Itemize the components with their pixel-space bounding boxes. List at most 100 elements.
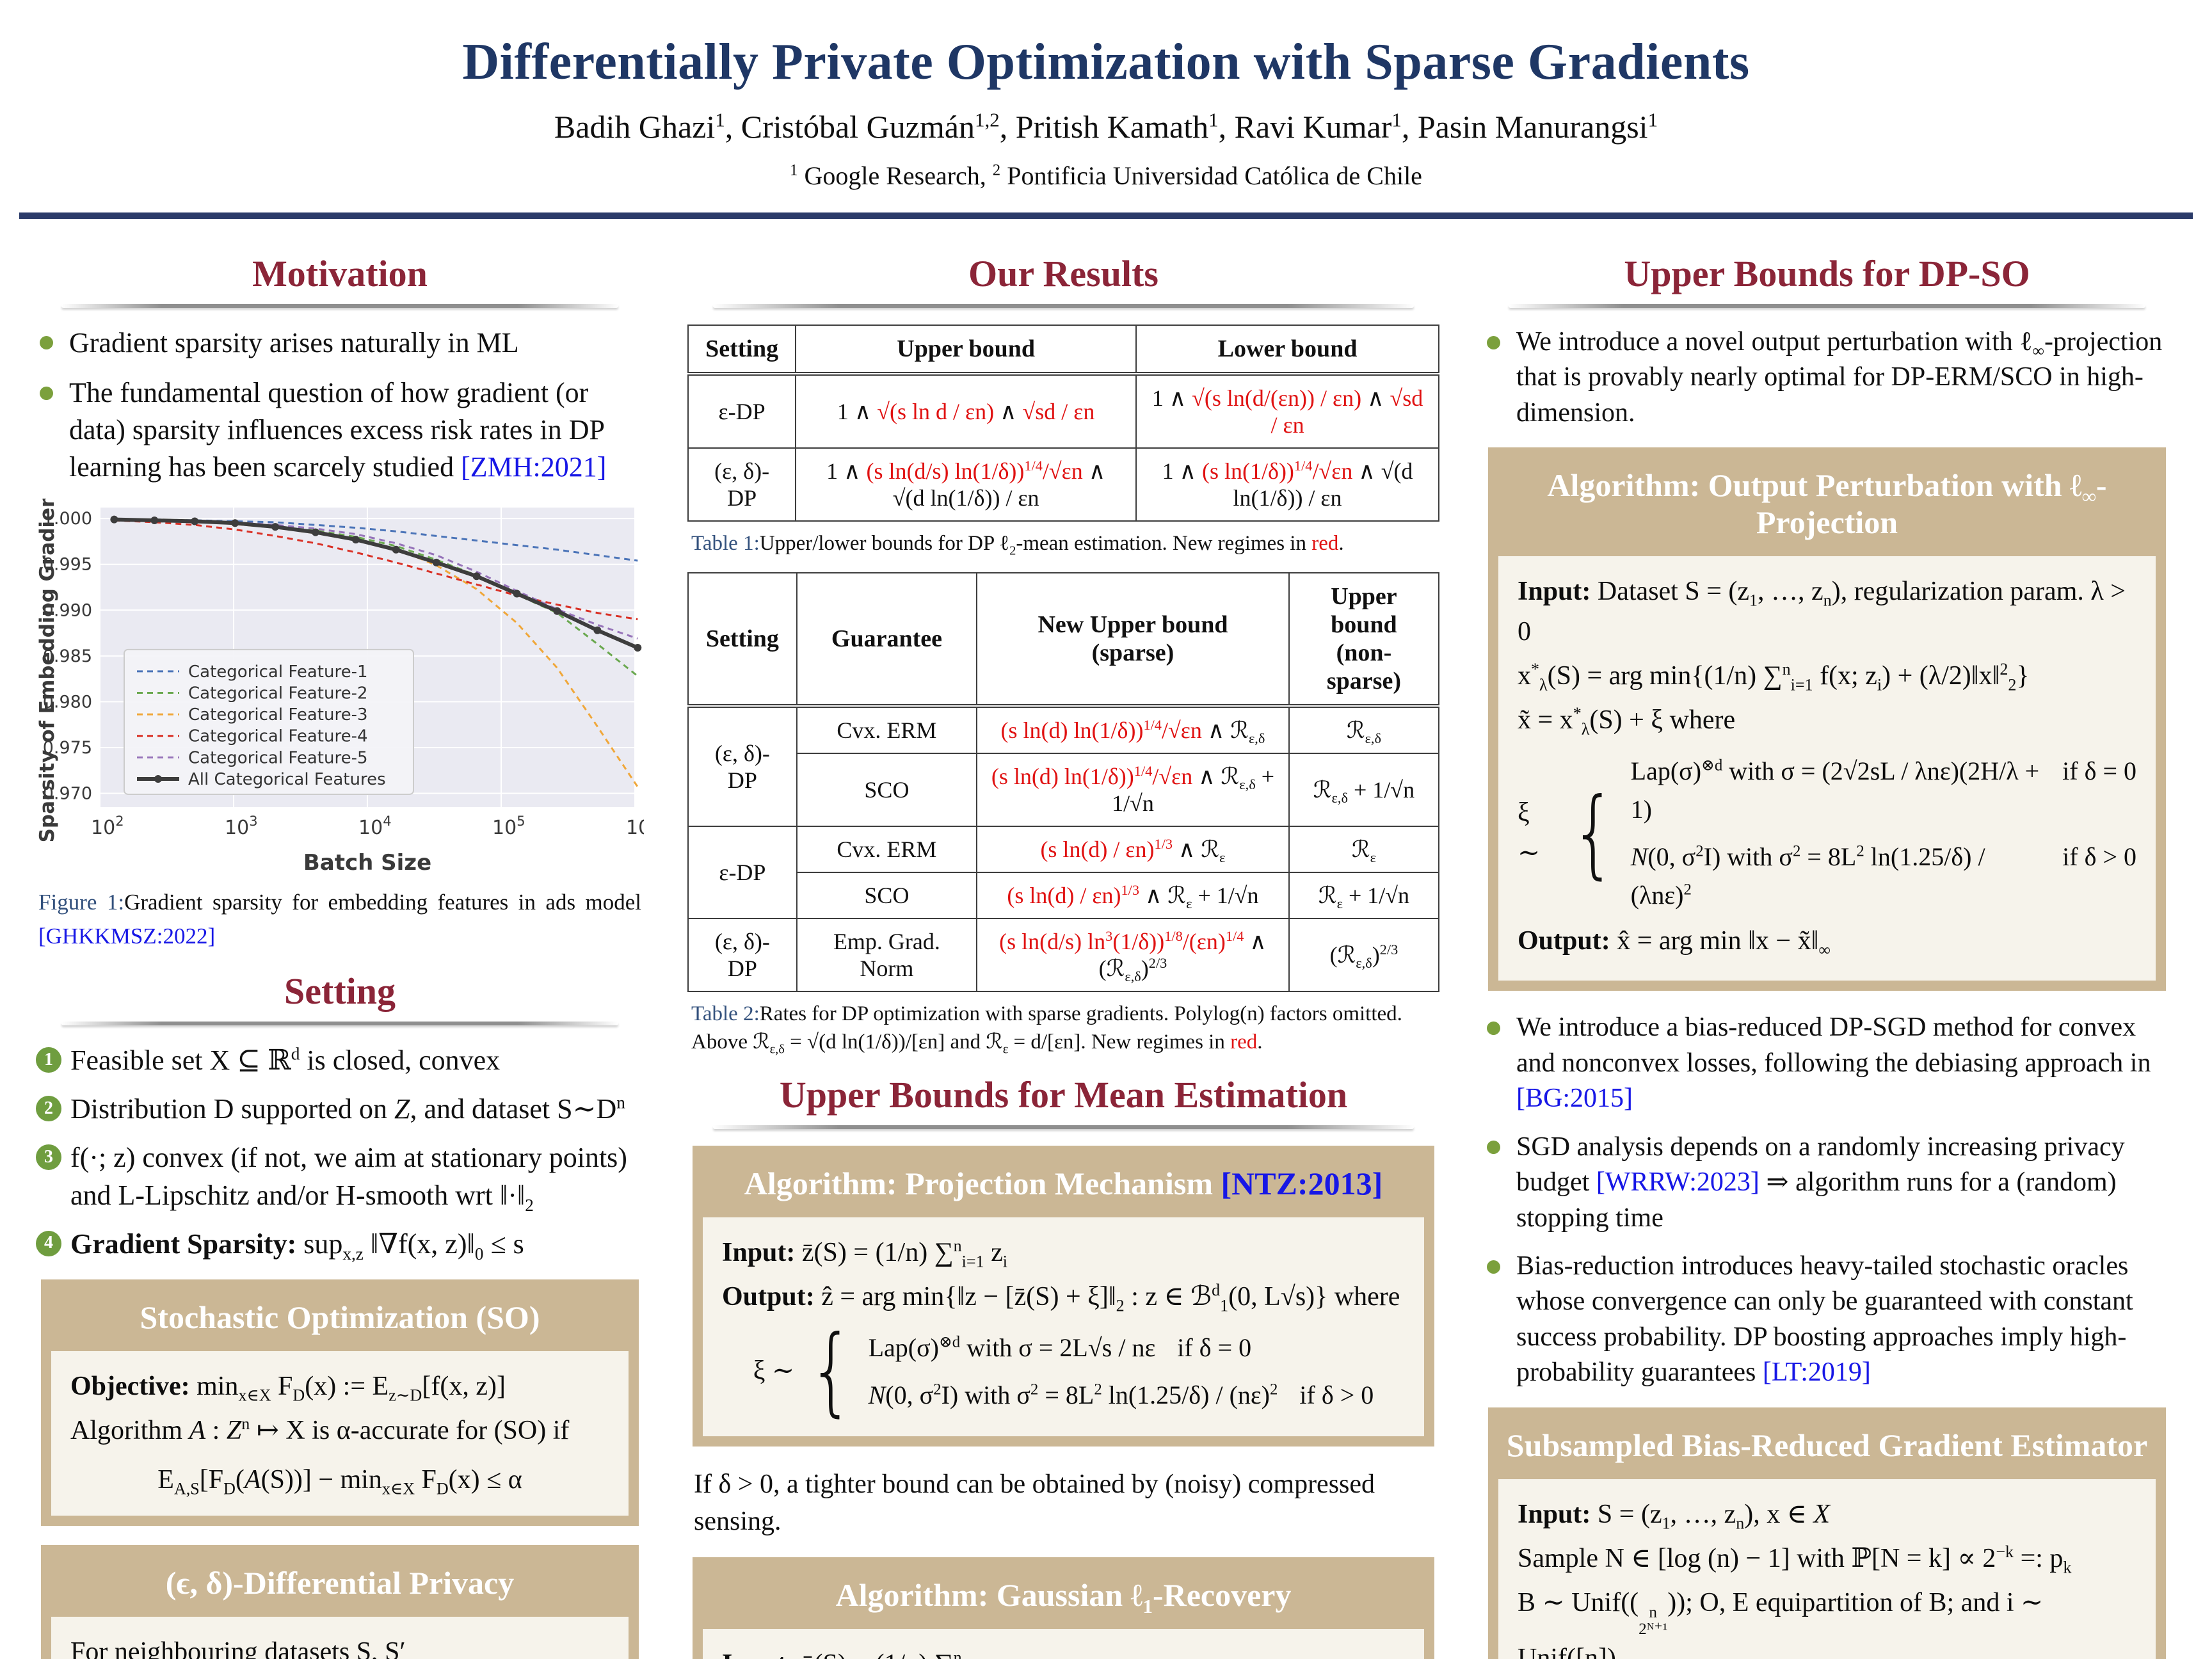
authors-line: Badih Ghazi1, Cristóbal Guzmán1,2, Priti…	[554, 108, 1658, 145]
table1-setting-cell: ε-DP	[687, 373, 797, 449]
table-row: (ε, δ)-DP Emp. Grad. Norm (s ln(d/s) ln3…	[687, 917, 1440, 992]
mean-estimation-heading: Upper Bounds for Mean Estimation	[779, 1073, 1348, 1116]
svg-text:Categorical Feature-3: Categorical Feature-3	[188, 705, 368, 725]
figure1-block: 0.970 0.975 0.980 0.985 0.990 0.995 1.000 102 10…	[36, 472, 659, 953]
setting-text: Feasible set X ⊆ ℝd is closed, convex	[70, 1044, 501, 1077]
svg-text:0.995: 0.995	[43, 555, 92, 575]
case-row: Lap(σ)⊗d with σ = 2L√s / nε if δ = 0	[869, 1329, 1374, 1367]
gaussian-input: Input: z̄(S) = (1/n) ∑ni=1 zi	[722, 1648, 1003, 1659]
columns: Motivation Gradient sparsity arises natu…	[0, 219, 2212, 1659]
bullet-icon	[40, 336, 53, 350]
sub-unif: B ∼ Unif((n 2ᴺ⁺¹)); O, E equipartition of…	[1518, 1587, 2044, 1659]
table2-nonsparse-cell: ℛε,δ + 1/√n	[1288, 752, 1440, 827]
sub-sample: Sample N ∈ [log (n) − 1] with ℙ[N = k] ∝…	[1518, 1542, 2072, 1577]
table-row: SCO (s ln(d) ln(1/δ))1/4/√εn ∧ ℛε,δ + 1/…	[688, 752, 1440, 827]
cases-brace-icon: {	[1571, 777, 1617, 889]
table2-guarantee-cell: SCO	[796, 752, 978, 827]
table2-sparse-cell: (s ln(d) / εn)1/3 ∧ ℛε + 1/√n	[976, 871, 1290, 919]
table2-nonsparse-cell: (ℛε,δ)2/3	[1288, 917, 1440, 992]
op-cases: ξ ∼ { Lap(σ)⊗d with σ = (2√2sL / λnε)(2H…	[1518, 752, 2136, 915]
table1-upper-cell: 1 ∧ (s ln(d/s) ln(1/δ))1/4/√εn ∧ √(d ln(…	[795, 447, 1137, 522]
list-item: 3 f(·; z) convex (if not, we aim at stati…	[36, 1139, 644, 1214]
table2: Setting Guarantee New Upper bound (spars…	[687, 572, 1440, 992]
svg-text:Batch Size: Batch Size	[303, 850, 431, 876]
bullet-text: We introduce a novel output perturbation…	[1516, 327, 2163, 428]
subsampled-estimator-box: Subsampled Bias-Reduced Gradient Estimat…	[1488, 1407, 2166, 1659]
subsampled-box-body: Input: S = (z1, …, zn), x ∈ X Sample N ∈…	[1498, 1479, 2156, 1659]
left-column: Motivation Gradient sparsity arises natu…	[36, 236, 659, 1659]
table2-sparse-cell: (s ln(d) ln(1/δ))1/4/√εn ∧ ℛε,δ	[976, 705, 1290, 754]
list-item: 1 Feasible set X ⊆ ℝd is closed, convex	[36, 1042, 644, 1079]
list-item: 2 Distribution D supported on Z, and data…	[36, 1091, 644, 1128]
svg-text:0.980: 0.980	[43, 693, 92, 712]
table2-guarantee-cell: Cvx. ERM	[796, 705, 978, 754]
dp-box-body: For neighbouring datasets S, S′ ℙ(A(S) ∈…	[51, 1616, 629, 1659]
case-row: N(0, σ2I) with σ2 = 8L2 ln(1.25/δ) / (λn…	[1631, 838, 2136, 915]
poster-header: Differentially Private Optimization with…	[0, 0, 2212, 219]
step-number-badge: 3	[36, 1144, 61, 1171]
table1-header-upper: Upper bound	[795, 325, 1137, 376]
list-item: The fundamental question of how gradient…	[36, 374, 644, 486]
setting-heading: Setting	[284, 970, 396, 1013]
table2-guarantee-cell: Emp. Grad. Norm	[796, 917, 978, 992]
table1: Setting Upper bound Lower bound ε-DP 1 ∧…	[687, 325, 1439, 522]
svg-text:106: 106	[626, 813, 644, 839]
output-perturbation-body: Input: Dataset S = (z1, …, zn), regulari…	[1498, 556, 2156, 981]
table2-nonsparse-cell: ℛε,δ	[1288, 705, 1440, 754]
projection-box-body: Input: z̄(S) = (1/n) ∑ni=1 zi Output: ẑ …	[703, 1217, 1424, 1436]
list-item: Bias-reduction introduces heavy-tailed s…	[1483, 1249, 2171, 1391]
gaussian-box-body: Input: z̄(S) = (1/n) ∑ni=1 zi m = nε√(s …	[703, 1629, 1424, 1659]
setting-text: Distribution D supported on Z, and datas…	[70, 1093, 625, 1125]
op-input: Input: Dataset S = (z1, …, zn), regulari…	[1518, 577, 2126, 647]
middle-column: Our Results Setting Upper bound Lower bo…	[687, 236, 1440, 1659]
list-item: SGD analysis depends on a randomly incre…	[1483, 1130, 2171, 1236]
table2-sparse-cell: (s ln(d) ln(1/δ))1/4/√εn ∧ ℛε,δ + 1/√n	[976, 752, 1290, 827]
figure1-caption: Figure 1:Gradient sparsity for embedding…	[38, 890, 641, 949]
subsampled-box-title: Subsampled Bias-Reduced Gradient Estimat…	[1506, 1427, 2148, 1463]
svg-text:0.985: 0.985	[43, 646, 92, 666]
table2-header-sparse: New Upper bound (sparse)	[976, 572, 1290, 708]
motivation-heading: Motivation	[252, 253, 428, 294]
sub-input: Input: S = (z1, …, zn), x ∈ X	[1518, 1499, 1831, 1533]
projection-output: Output: ẑ = arg min{‖z − [z̄(S) + ξ]‖2 :…	[722, 1280, 1400, 1315]
table2-header-nonsparse: Upper bound (non-sparse)	[1288, 572, 1440, 708]
case-condition: if δ > 0	[2062, 842, 2136, 872]
xi-symbol: ξ ∼	[1518, 798, 1541, 869]
step-number-badge: 1	[36, 1047, 61, 1073]
table1-header-setting: Setting	[687, 325, 797, 376]
dp-box-title: (ϵ, δ)-Differential Privacy	[165, 1564, 515, 1601]
projection-cases: ξ ∼ { Lap(σ)⊗d with σ = 2L√s / nε if δ =…	[722, 1323, 1405, 1418]
section-divider	[1509, 304, 2145, 308]
projection-mechanism-box: Algorithm: Projection Mechanism [NTZ:201…	[693, 1145, 1434, 1447]
compressed-sensing-note: If δ > 0, a tighter bound can be obtaine…	[694, 1469, 1375, 1537]
case-formula: Lap(σ)⊗d with σ = 2L√s / nε	[868, 1333, 1156, 1362]
projection-box-title: Algorithm: Projection Mechanism [NTZ:201…	[744, 1165, 1383, 1201]
svg-text:102: 102	[91, 813, 124, 839]
output-perturbation-title: Algorithm: Output Perturbation with ℓ∞-P…	[1547, 467, 2107, 541]
case-condition: if δ = 0	[2062, 757, 2136, 786]
table2-setting-cell: (ε, δ)-DP	[687, 705, 797, 827]
setting-text: f(·; z) convex (if not, we aim at statio…	[70, 1142, 627, 1215]
motivation-bullets: Gradient sparsity arises naturally in ML…	[36, 325, 644, 486]
svg-text:105: 105	[492, 813, 525, 839]
table-row: ε-DP 1 ∧ √(s ln d / εn) ∧ √sd / εn 1 ∧ √…	[687, 373, 1439, 449]
step-number-badge: 2	[36, 1096, 61, 1122]
poster-title: Differentially Private Optimization with…	[462, 34, 1750, 90]
svg-text:1.000: 1.000	[43, 509, 92, 529]
right-column: Upper Bounds for DP-SO We introduce a no…	[1483, 236, 2171, 1659]
dp-line1: For neighbouring datasets S, S′	[70, 1637, 406, 1659]
table-row: (ε, δ)-DP Cvx. ERM (s ln(d) ln(1/δ))1/4/…	[687, 705, 1440, 827]
so-inequality: EA,S[FD(A(S))] − minx∈X FD(x) ≤ α	[157, 1464, 522, 1498]
case-formula: N(0, σ2I) with σ2 = 8L2 ln(1.25/δ) / (λn…	[1630, 842, 1985, 910]
table-row: ε-DP Cvx. ERM (s ln(d) / εn)1/3 ∧ ℛε ℛε	[687, 825, 1440, 919]
svg-text:103: 103	[225, 813, 258, 839]
bullet-icon	[40, 386, 53, 400]
list-item: We introduce a novel output perturbation…	[1483, 325, 2171, 431]
table2-setting-cell: ε-DP	[687, 825, 797, 919]
svg-text:Sparsity of Embedding Gradient: Sparsity of Embedding Gradients	[36, 499, 59, 842]
so-box-body: Objective: minx∈X FD(x) := Ez∼D[f(x, z)]…	[51, 1350, 629, 1516]
dpso-bullets: We introduce a bias-reduced DP-SGD metho…	[1483, 1010, 2171, 1390]
bullet-icon	[1487, 1260, 1500, 1274]
svg-text:104: 104	[358, 813, 392, 839]
